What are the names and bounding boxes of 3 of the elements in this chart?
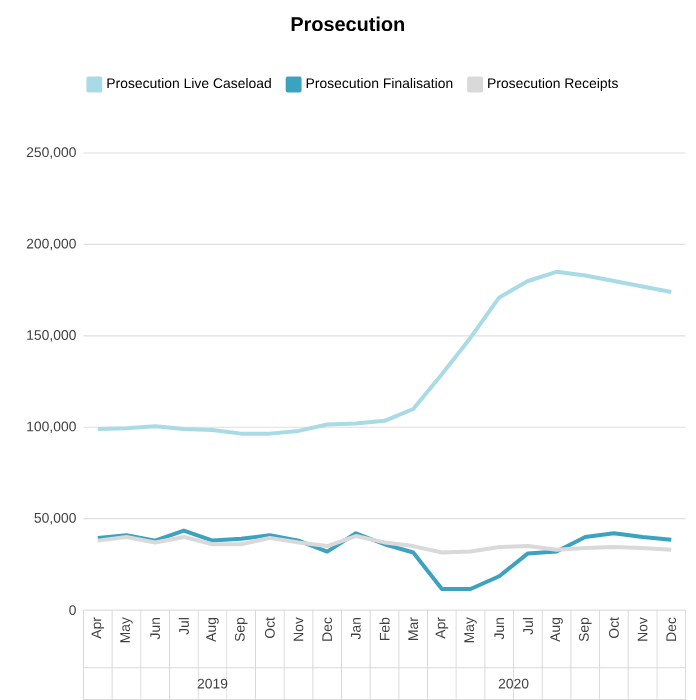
line-series <box>96 528 674 592</box>
line-series <box>96 534 674 555</box>
chart-title: Prosecution <box>291 16 405 32</box>
